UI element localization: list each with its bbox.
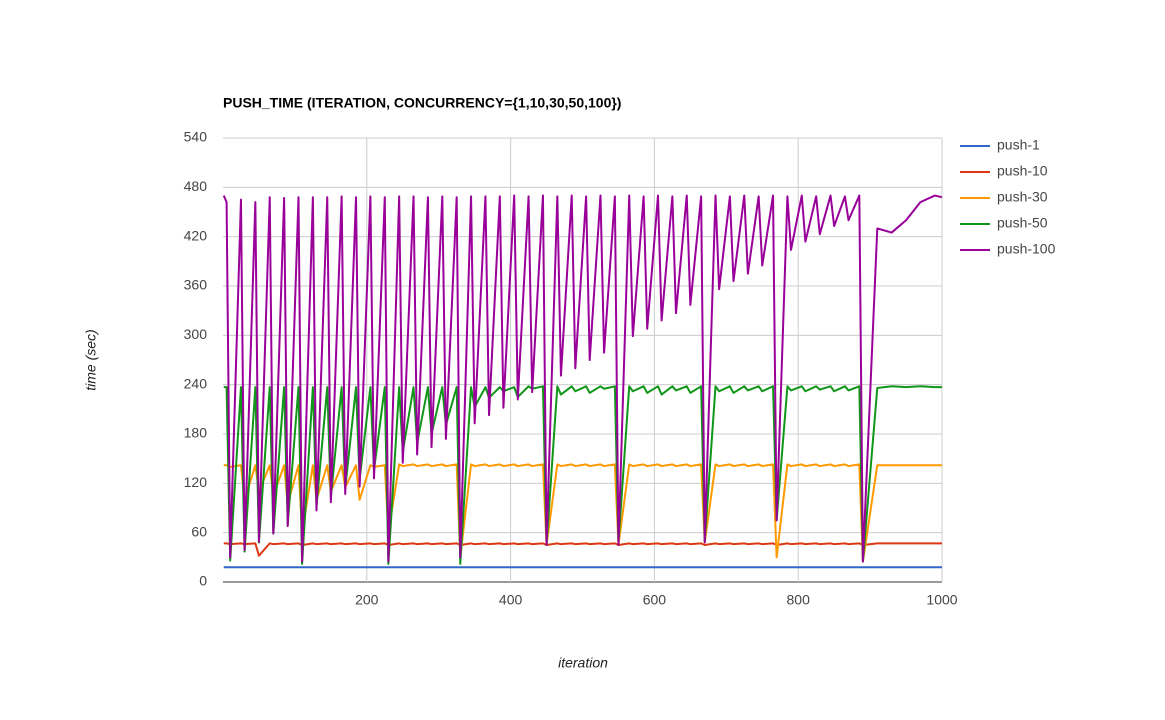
y-axis-title: time (sec) bbox=[83, 329, 99, 390]
legend-label: push-30 bbox=[997, 189, 1048, 205]
x-tick-label: 600 bbox=[643, 592, 667, 608]
y-tick-label: 120 bbox=[184, 474, 208, 490]
x-axis-title: iteration bbox=[558, 655, 608, 671]
x-tick-label: 1000 bbox=[926, 592, 957, 608]
series-line bbox=[222, 194, 943, 563]
y-tick-label: 540 bbox=[184, 129, 208, 145]
y-tick-label: 300 bbox=[184, 326, 208, 342]
y-tick-label: 180 bbox=[184, 425, 208, 441]
chart-title: PUSH_TIME (ITERATION, CONCURRENCY={1,10,… bbox=[223, 95, 621, 111]
y-tick-label: 60 bbox=[191, 523, 207, 539]
y-tick-label: 360 bbox=[184, 277, 208, 293]
legend-label: push-10 bbox=[997, 163, 1048, 179]
legend-label: push-100 bbox=[997, 241, 1056, 257]
y-tick-label: 0 bbox=[199, 573, 207, 589]
x-tick-label: 400 bbox=[499, 592, 523, 608]
x-tick-label: 200 bbox=[355, 592, 379, 608]
series-line bbox=[223, 542, 942, 557]
y-tick-label: 240 bbox=[184, 375, 208, 391]
legend-label: push-50 bbox=[997, 215, 1048, 231]
y-tick-label: 420 bbox=[184, 227, 208, 243]
x-tick-label: 800 bbox=[787, 592, 811, 608]
y-tick-label: 480 bbox=[184, 178, 208, 194]
legend-label: push-1 bbox=[997, 137, 1040, 153]
